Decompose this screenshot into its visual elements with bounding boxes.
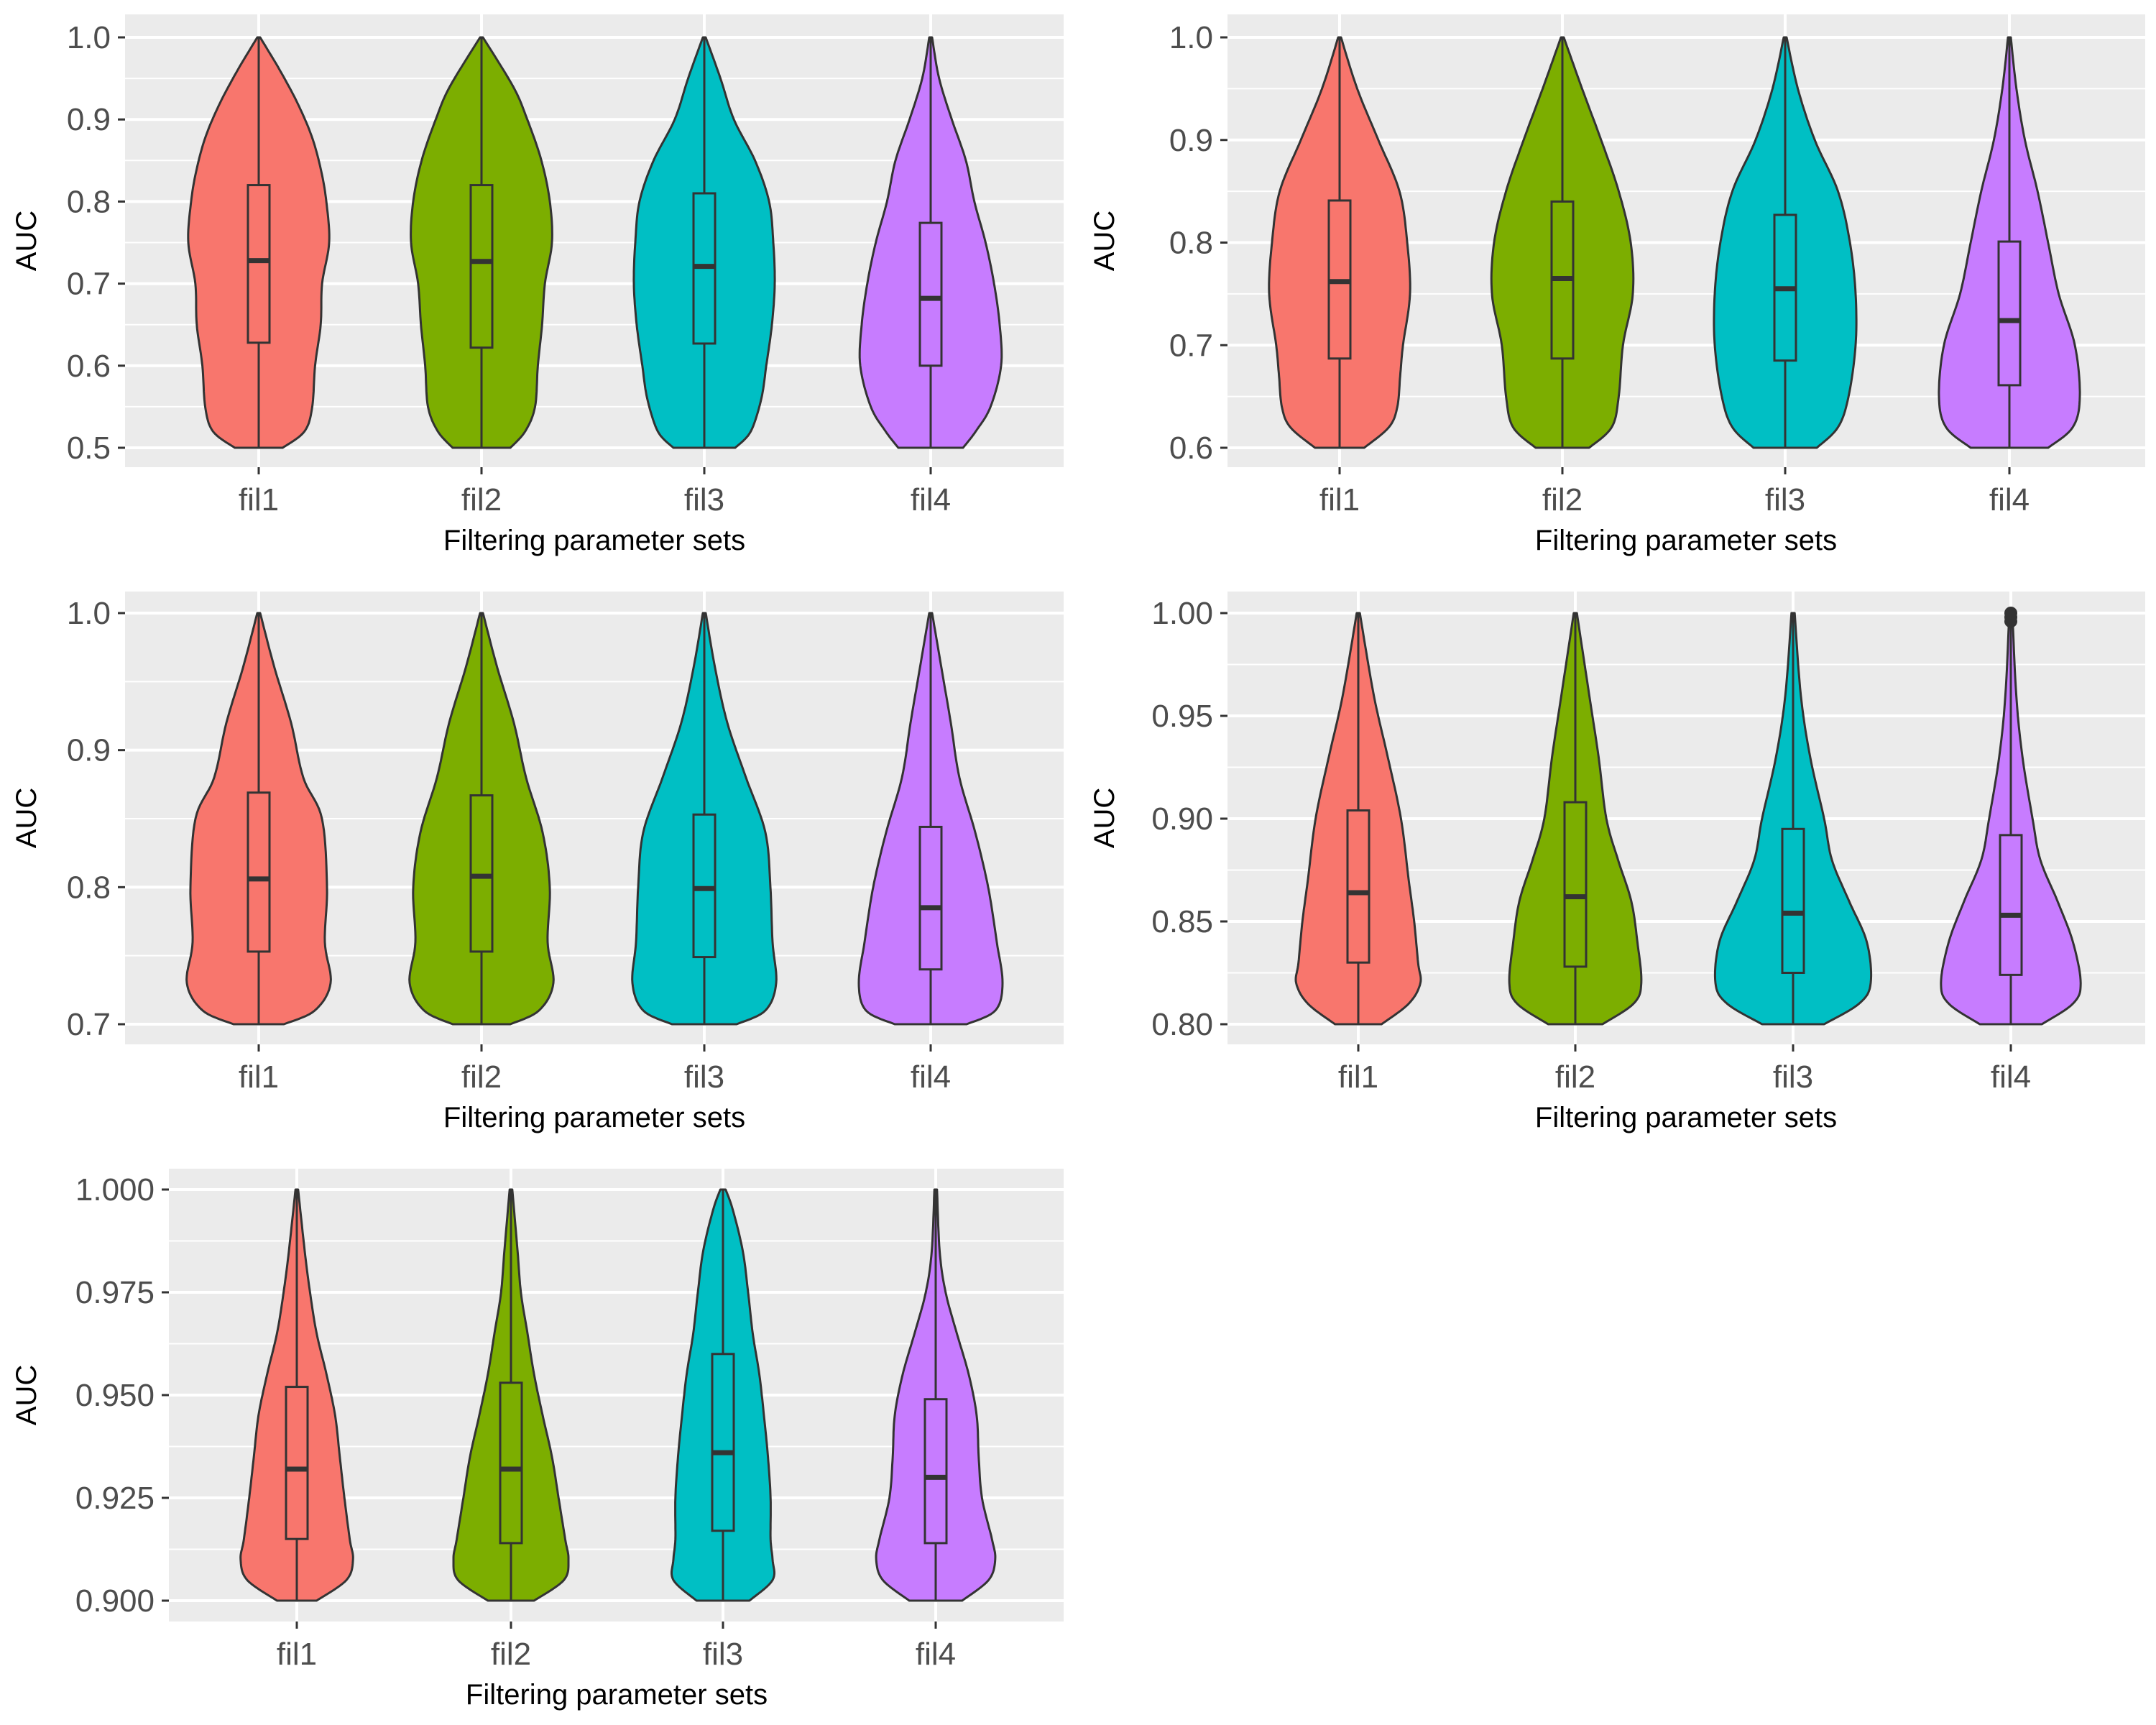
- y-tick-label: 1.000: [75, 1172, 155, 1208]
- y-tick-label: 1.00: [1151, 596, 1213, 631]
- panel-5-ylabel: AUC: [11, 1365, 42, 1425]
- box-fil2: [469, 794, 494, 953]
- panel-4-xlabel: Filtering parameter sets: [1535, 1102, 1837, 1133]
- y-tick-label: 0.9: [67, 733, 111, 768]
- y-tick-label: 0.85: [1151, 904, 1213, 939]
- y-tick-label: 0.95: [1151, 699, 1213, 734]
- x-tick-label-fil3: fil3: [1773, 1059, 1813, 1095]
- panel-1: 0.50.60.70.80.91.0 fil1 fil2 fil3 fil4 AUC …: [11, 14, 1064, 556]
- y-tick-label: 1.0: [1169, 20, 1213, 55]
- y-tick-label: 0.7: [67, 1007, 111, 1042]
- x-tick-label-fil2: fil2: [1555, 1059, 1595, 1095]
- x-tick-label-fil3: fil3: [684, 482, 724, 518]
- panel-3: 0.7 0.8 0.9 1.0 fil1 fil2 fil3 fil4 AUC Filter…: [11, 592, 1064, 1133]
- x-tick-label-fil4: fil4: [1991, 1059, 2031, 1095]
- y-tick-label: 0.90: [1151, 801, 1213, 837]
- box-fil3: [692, 813, 717, 959]
- x-tick-label-fil3: fil3: [703, 1637, 743, 1672]
- panel-3-xlabel: Filtering parameter sets: [443, 1102, 745, 1133]
- panel-1-xlabel: Filtering parameter sets: [443, 525, 745, 556]
- x-tick-label-fil4: fil4: [911, 482, 951, 518]
- box-fil1: [285, 1386, 309, 1540]
- x-tick-label-fil4: fil4: [1989, 482, 2030, 518]
- y-tick-label: 0.8: [67, 184, 111, 219]
- x-tick-label-fil3: fil3: [684, 1059, 724, 1095]
- y-tick-label: 0.6: [1169, 431, 1213, 466]
- box-fil1: [247, 791, 271, 953]
- box-fil3: [1781, 827, 1805, 975]
- panel-5-xlabel: Filtering parameter sets: [466, 1679, 768, 1711]
- y-tick-label: 0.8: [67, 870, 111, 905]
- x-tick-label-fil4: fil4: [916, 1637, 956, 1672]
- y-tick-label: 0.9: [67, 102, 111, 137]
- x-tick-label-fil1: fil1: [277, 1637, 317, 1672]
- panel-4-ylabel: AUC: [1089, 788, 1120, 848]
- panel-1-ylabel: AUC: [11, 211, 42, 271]
- y-tick-label: 0.9: [1169, 123, 1213, 158]
- panel-2-xlabel: Filtering parameter sets: [1535, 525, 1837, 556]
- x-tick-label-fil1: fil1: [1338, 1059, 1378, 1095]
- box-fil1: [247, 184, 271, 344]
- x-tick-label-fil1: fil1: [239, 1059, 279, 1095]
- box-fil3: [711, 1353, 735, 1532]
- y-tick-label: 0.6: [67, 349, 111, 384]
- y-tick-label: 0.5: [67, 431, 111, 466]
- panel-5: 0.900 0.925 0.950 0.975 1.000 fil1 fil2 fil3 fi…: [11, 1169, 1064, 1711]
- panel-4: 0.80 0.85 0.90 0.95 1.00 fil1 fil2 fil3 fil4 AU…: [1089, 592, 2145, 1133]
- box-fil4: [1997, 240, 2022, 387]
- box-fil4: [918, 221, 943, 367]
- box-fil2: [499, 1381, 523, 1545]
- panel-2-ylabel: AUC: [1089, 211, 1120, 271]
- box-fil4: [1999, 834, 2023, 976]
- y-tick-label: 0.80: [1151, 1007, 1213, 1042]
- y-tick-label: 0.7: [67, 267, 111, 302]
- y-tick-label: 0.7: [1169, 328, 1213, 363]
- x-tick-label-fil1: fil1: [239, 482, 279, 518]
- box-fil2: [1563, 801, 1588, 968]
- y-tick-label: 0.925: [75, 1481, 155, 1516]
- box-fil4: [923, 1398, 948, 1545]
- x-tick-label-fil2: fil2: [1542, 482, 1583, 518]
- outlier-point: [2004, 607, 2017, 620]
- x-tick-label-fil2: fil2: [461, 482, 502, 518]
- box-fil1: [1346, 809, 1370, 964]
- box-fil4: [918, 825, 943, 971]
- y-tick-label: 0.975: [75, 1275, 155, 1310]
- y-tick-label: 0.8: [1169, 226, 1213, 261]
- x-tick-label-fil3: fil3: [1765, 482, 1805, 518]
- panel-3-ylabel: AUC: [11, 788, 42, 848]
- x-tick-label-fil1: fil1: [1319, 482, 1360, 518]
- y-tick-label: 0.900: [75, 1583, 155, 1619]
- box-fil2: [469, 184, 494, 349]
- y-tick-label: 1.0: [67, 20, 111, 55]
- x-tick-label-fil4: fil4: [911, 1059, 951, 1095]
- panel-2: 0.6 0.7 0.8 0.9 1.0 fil1 fil2 fil3 fil4 AUC Fil…: [1089, 14, 2145, 556]
- x-tick-label-fil2: fil2: [491, 1637, 531, 1672]
- y-tick-label: 0.950: [75, 1378, 155, 1413]
- y-tick-label: 1.0: [67, 596, 111, 631]
- x-tick-label-fil2: fil2: [461, 1059, 502, 1095]
